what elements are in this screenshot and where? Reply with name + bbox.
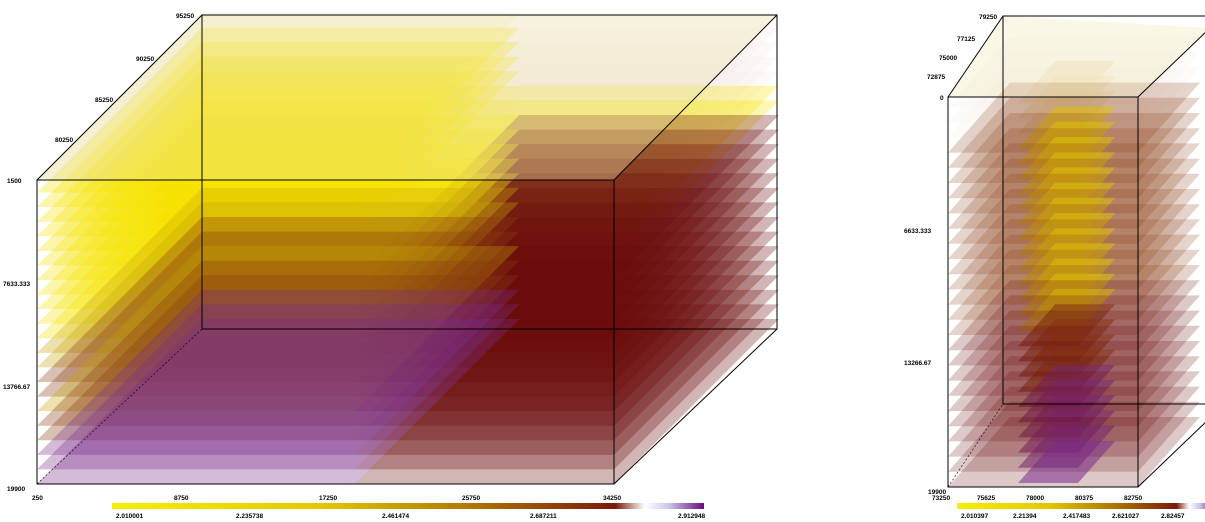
depth-slice — [37, 100, 520, 266]
depth-slice — [37, 231, 520, 397]
color-scale-tick: 2.417483 — [1063, 513, 1090, 520]
color-scale-tick: 2.010397 — [961, 513, 988, 520]
depth-slice — [354, 275, 779, 441]
depth-label: 19900 — [7, 486, 25, 493]
color-scale-tick: 2.687211 — [530, 513, 557, 520]
depth-slice — [37, 173, 520, 339]
depth-slice — [354, 42, 779, 208]
depth-slice — [37, 13, 520, 178]
color-scale-tick: 2.621027 — [1112, 513, 1139, 520]
right-depth-slices — [948, 16, 1205, 487]
depth-slice — [37, 85, 520, 251]
depth-label: 1500 — [7, 178, 22, 185]
bottom-axis-label: 73250 — [932, 495, 950, 502]
depth-label: 13266.67 — [904, 360, 931, 367]
depth-label: 7633.333 — [3, 281, 30, 288]
top-slice — [948, 16, 1205, 97]
color-scale-tick: 2.235738 — [236, 513, 263, 520]
bottom-axis-label: 82750 — [1124, 495, 1142, 502]
depth-slice — [37, 275, 520, 441]
depth-slice — [37, 217, 520, 382]
depth-slice — [37, 187, 520, 353]
depth-label: 6633.333 — [904, 228, 931, 235]
top-axis-label: 77125 — [957, 36, 975, 43]
top-axis-label: 72875 — [927, 74, 945, 81]
depth-slice — [354, 129, 779, 295]
depth-slice — [354, 289, 779, 455]
depth-slice — [37, 129, 520, 295]
depth-slice — [37, 260, 520, 426]
depth-label: 0 — [940, 95, 944, 102]
depth-slice — [37, 42, 520, 208]
left-colorbar — [112, 503, 704, 509]
depth-slice — [354, 158, 779, 324]
color-scale-tick: 2.461474 — [382, 513, 409, 520]
right-volume-view: 0 6633.333 13266.67 19900 79250 77125 75… — [904, 14, 1205, 502]
depth-slice — [37, 289, 520, 455]
bottom-axis-label: 80375 — [1075, 495, 1093, 502]
depth-label: 13766.67 — [3, 384, 30, 391]
depth-slice — [354, 173, 779, 339]
depth-slice — [37, 304, 520, 470]
depth-slice — [37, 144, 520, 310]
top-axis-label: 75000 — [939, 55, 957, 62]
top-slice — [37, 15, 777, 180]
depth-slice — [354, 187, 779, 353]
top-axis-label: 95250 — [176, 13, 194, 20]
depth-slice — [354, 260, 779, 426]
depth-slice — [354, 27, 779, 193]
depth-slice — [354, 85, 779, 251]
depth-label: 19900 — [928, 489, 946, 496]
depth-slice — [1018, 441, 1116, 483]
top-axis-label: 79250 — [979, 14, 997, 21]
color-scale-tick: 2.21394 — [1013, 513, 1037, 520]
depth-slice — [354, 71, 779, 237]
depth-slice — [37, 115, 520, 280]
bottom-axis-label: 75625 — [977, 495, 995, 502]
color-scale-tick: 2.912948 — [678, 513, 705, 520]
depth-slice — [37, 202, 520, 368]
bottom-axis-label: 8750 — [174, 495, 189, 502]
depth-slice — [354, 202, 779, 368]
depth-slice — [354, 13, 779, 178]
depth-slice — [354, 217, 779, 382]
depth-slice — [37, 71, 520, 237]
bottom-axis-label: 78000 — [1026, 495, 1044, 502]
left-volume-view: 1500 7633.333 13766.67 19900 95250 90250… — [3, 13, 779, 502]
left-color-scale: 2.010001 2.235738 2.461474 2.687211 2.91… — [112, 503, 705, 520]
color-scale-tick: 2.010001 — [116, 513, 143, 520]
right-colorbar — [957, 503, 1205, 509]
depth-slice — [354, 144, 779, 310]
depth-slice — [354, 115, 779, 280]
top-axis-label: 80250 — [55, 137, 73, 144]
depth-slice — [354, 304, 779, 470]
depth-slice — [37, 158, 520, 324]
left-bounding-box — [36, 14, 778, 485]
depth-slice — [37, 27, 520, 193]
color-scale-tick: 2.82457 — [1161, 513, 1185, 520]
right-bounding-box — [947, 15, 1205, 488]
depth-slice — [354, 319, 779, 484]
depth-slice — [37, 319, 520, 484]
depth-slice — [354, 100, 779, 266]
bottom-axis-label: 250 — [32, 495, 43, 502]
right-color-scale: 2.010397 2.21394 2.417483 2.621027 2.824… — [957, 503, 1205, 520]
top-axis-label: 85250 — [95, 97, 113, 104]
left-depth-slices — [37, 13, 779, 484]
depth-slice — [354, 231, 779, 397]
bottom-axis-label: 34250 — [603, 495, 621, 502]
top-axis-label: 90250 — [136, 56, 154, 63]
bottom-axis-label: 17250 — [319, 495, 337, 502]
bottom-axis-label: 25750 — [462, 495, 480, 502]
